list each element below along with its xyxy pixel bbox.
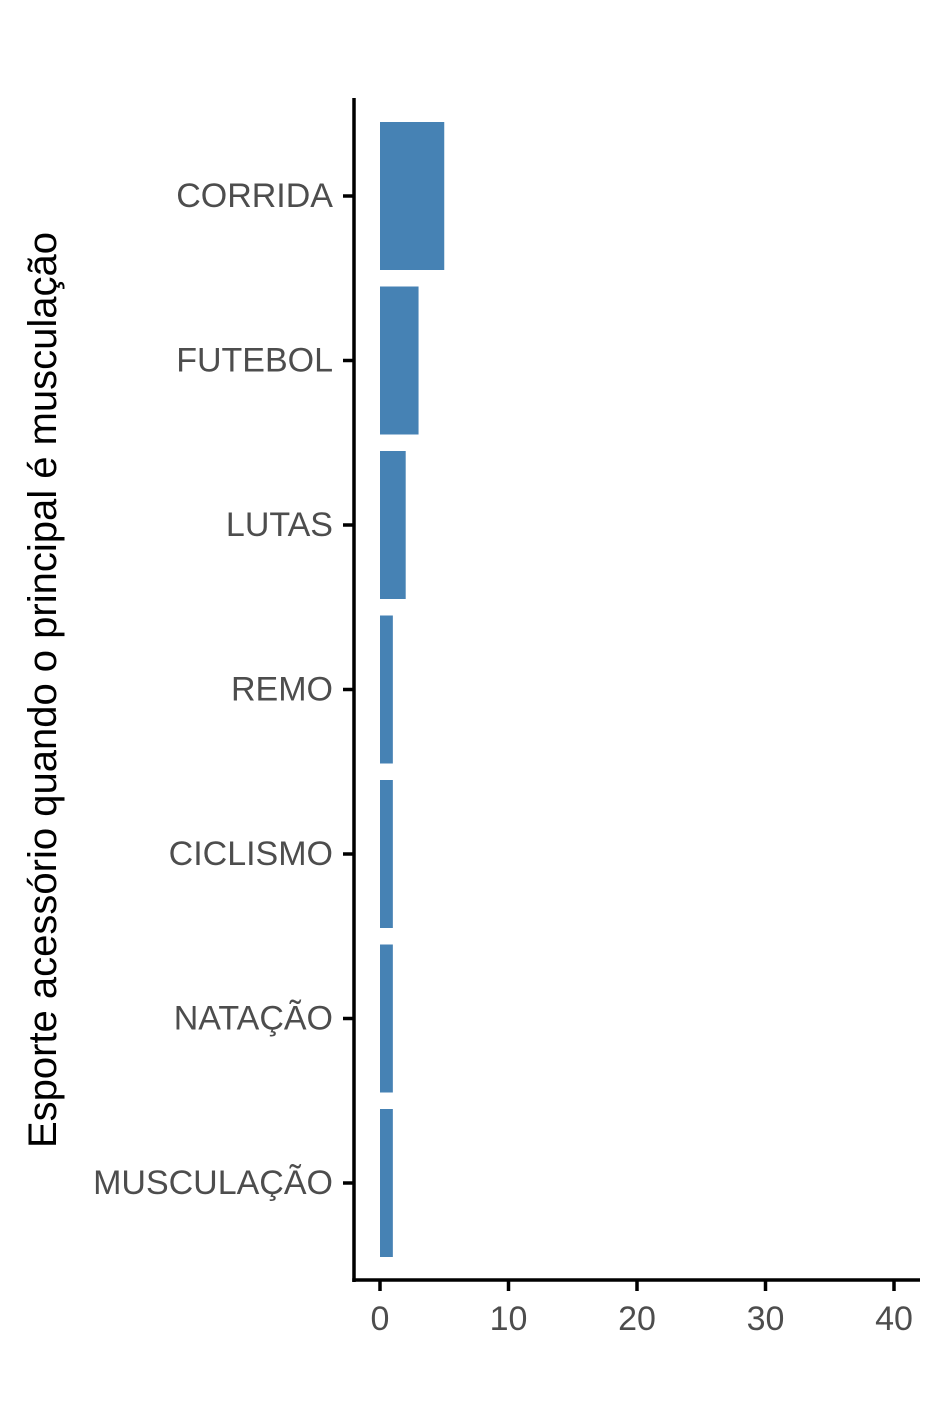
y-axis-ticks: CORRIDA FUTEBOL LUTAS REMO CICLISMO NATAÇÃO MU… (93, 177, 354, 1202)
bar-2 (380, 451, 406, 599)
x-tick-label: 30 (747, 1300, 785, 1338)
bars-group (380, 122, 445, 1257)
x-tick-label: 10 (490, 1300, 528, 1338)
y-tick-label: REMO (231, 671, 333, 709)
bar-1 (380, 286, 419, 435)
bar-4 (380, 780, 393, 928)
y-axis-title: Esporte acessório quando o principal é m… (21, 232, 65, 1148)
x-tick-label: 20 (618, 1300, 656, 1338)
bar-0 (380, 122, 445, 270)
bar-3 (380, 615, 393, 764)
y-tick-label: MUSCULAÇÃO (93, 1164, 333, 1202)
y-tick-label: CORRIDA (176, 177, 333, 215)
bar-6 (380, 1109, 393, 1257)
x-axis-ticks: 0 10 20 30 40 (371, 1280, 913, 1338)
y-tick-label: NATAÇÃO (174, 1000, 333, 1038)
y-tick-label: CICLISMO (169, 835, 333, 873)
y-tick-label: LUTAS (226, 506, 333, 544)
bar-5 (380, 944, 393, 1093)
x-tick-label: 0 (371, 1300, 390, 1338)
x-tick-label: 40 (875, 1300, 913, 1338)
y-tick-label: FUTEBOL (176, 342, 333, 380)
